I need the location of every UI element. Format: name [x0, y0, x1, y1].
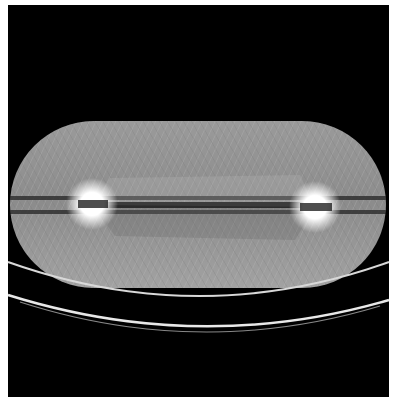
ct-scan	[0, 0, 397, 402]
page	[0, 0, 397, 402]
